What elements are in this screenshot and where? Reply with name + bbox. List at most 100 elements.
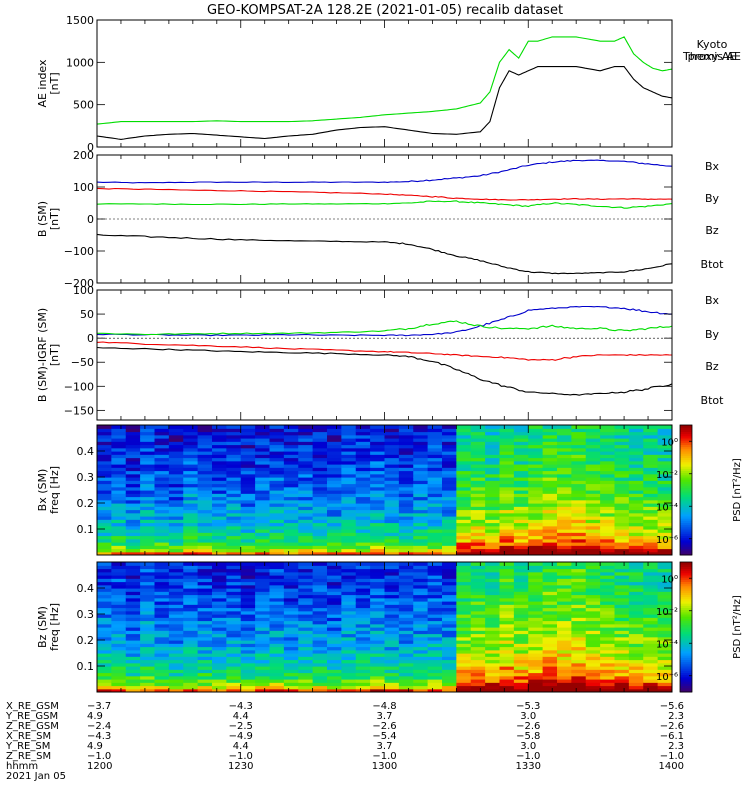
spectrogram-cell bbox=[384, 620, 400, 625]
spectrogram-cell bbox=[269, 562, 285, 566]
colorbar-tick-label: 10⁻⁴ bbox=[656, 502, 678, 513]
spectrogram-cell bbox=[657, 672, 672, 677]
spectrogram-cell bbox=[470, 464, 486, 468]
spectrogram-cell bbox=[168, 522, 184, 527]
spectrogram-cell bbox=[111, 464, 127, 468]
spectrogram-cell bbox=[197, 464, 213, 468]
spectrogram-cell bbox=[571, 428, 587, 433]
spectrogram-cell bbox=[384, 597, 400, 602]
spectrogram-cell bbox=[413, 643, 429, 648]
colorbar-cell bbox=[680, 670, 692, 673]
spectrogram-cell bbox=[140, 548, 156, 553]
spectrogram-cell bbox=[427, 438, 443, 442]
spectrogram-cell bbox=[499, 467, 515, 472]
spectrogram-cell bbox=[168, 512, 184, 517]
spectrogram-cell bbox=[212, 565, 227, 570]
legend-entry: Bx bbox=[705, 160, 720, 173]
spectrogram-cell bbox=[111, 575, 127, 579]
spectrogram-cell bbox=[384, 594, 400, 599]
spectrogram-cell bbox=[427, 568, 443, 573]
spectrogram-cell bbox=[125, 607, 141, 612]
spectrogram-cell bbox=[283, 669, 299, 674]
spectrogram-cell bbox=[485, 620, 501, 625]
x-axis-tick-value: 2.3 bbox=[668, 711, 684, 722]
spectrogram-cell bbox=[442, 649, 457, 654]
spectrogram-cell bbox=[327, 516, 342, 520]
spectrogram-cell bbox=[513, 656, 529, 661]
spectrogram-cell bbox=[456, 617, 472, 622]
spectrogram-cell bbox=[370, 672, 386, 677]
spectrogram-cell bbox=[585, 464, 601, 468]
spectrogram-cell bbox=[513, 623, 529, 628]
spectrogram-cell bbox=[283, 610, 299, 615]
spectrogram-cell bbox=[111, 522, 127, 527]
spectrogram-cell bbox=[154, 627, 170, 631]
spectrogram-cell bbox=[542, 480, 558, 485]
spectrogram-cell bbox=[341, 597, 357, 602]
spectrogram-cell bbox=[125, 529, 141, 533]
spectrogram-cell bbox=[97, 604, 112, 609]
spectrogram-cell bbox=[657, 480, 672, 485]
spectrogram-cell bbox=[312, 568, 328, 573]
spectrogram-cell bbox=[341, 551, 357, 555]
spectrogram-cell bbox=[168, 473, 184, 478]
spectrogram-cell bbox=[614, 672, 630, 677]
spectrogram-cell bbox=[283, 656, 299, 661]
spectrogram-cell bbox=[528, 614, 544, 618]
spectrogram-cell bbox=[413, 519, 429, 524]
spectrogram-cell bbox=[154, 457, 170, 462]
spectrogram-cell bbox=[470, 623, 486, 628]
spectrogram-cell bbox=[240, 473, 256, 478]
spectrogram-cell bbox=[341, 460, 357, 465]
spectrogram-cell bbox=[97, 640, 112, 644]
spectrogram-cell bbox=[542, 509, 558, 514]
spectrogram-cell bbox=[470, 451, 486, 455]
spectrogram-cell bbox=[600, 548, 616, 553]
spectrogram-cell bbox=[427, 545, 443, 550]
spectrogram-cell bbox=[571, 535, 587, 540]
spectrogram-cell bbox=[456, 483, 472, 488]
spectrogram-cell bbox=[442, 633, 457, 638]
spectrogram-cell bbox=[283, 682, 299, 687]
spectrogram-cell bbox=[398, 659, 414, 664]
spectrogram-cell bbox=[542, 490, 558, 494]
spectrogram-cell bbox=[470, 486, 486, 491]
spectrogram-cell bbox=[283, 483, 299, 488]
spectrogram-cell bbox=[125, 477, 141, 481]
spectrogram-cell bbox=[499, 620, 515, 625]
spectrogram-cell bbox=[197, 542, 213, 546]
spectrogram-cell bbox=[154, 490, 170, 494]
spectrogram-cell bbox=[442, 604, 457, 609]
spectrogram-cell bbox=[140, 601, 156, 605]
spectrogram-cell bbox=[283, 597, 299, 602]
spectrogram-cell bbox=[614, 601, 630, 605]
spectrogram-cell bbox=[643, 682, 659, 687]
spectrogram-cell bbox=[485, 516, 501, 520]
spectrogram-cell bbox=[643, 591, 659, 596]
spectrogram-cell bbox=[97, 620, 112, 625]
spectrogram-cell bbox=[240, 467, 256, 472]
spectrogram-cell bbox=[643, 447, 659, 452]
spectrogram-cell bbox=[470, 688, 486, 692]
spectrogram-cell bbox=[125, 470, 141, 475]
spectrogram-cell bbox=[499, 441, 515, 446]
spectrogram-cell bbox=[197, 509, 213, 514]
spectrogram-cell bbox=[183, 480, 199, 485]
spectrogram-cell bbox=[312, 454, 328, 459]
spectrogram-cell bbox=[154, 659, 170, 664]
spectrogram-cell bbox=[111, 525, 127, 530]
spectrogram-cell bbox=[168, 633, 184, 638]
spectrogram-cell bbox=[355, 617, 371, 622]
spectrogram-cell bbox=[226, 588, 242, 592]
spectrogram-cell bbox=[485, 464, 501, 468]
spectrogram-cell bbox=[643, 617, 659, 622]
spectrogram-cell bbox=[470, 493, 486, 498]
spectrogram-cell bbox=[442, 535, 457, 540]
spectrogram-cell bbox=[226, 666, 242, 670]
spectrogram-cell bbox=[542, 627, 558, 631]
spectrogram-cell bbox=[355, 679, 371, 683]
spectrogram-cell bbox=[212, 538, 227, 543]
spectrogram-cell bbox=[255, 428, 271, 433]
spectrogram-cell bbox=[528, 535, 544, 540]
spectrogram-cell bbox=[255, 575, 271, 579]
